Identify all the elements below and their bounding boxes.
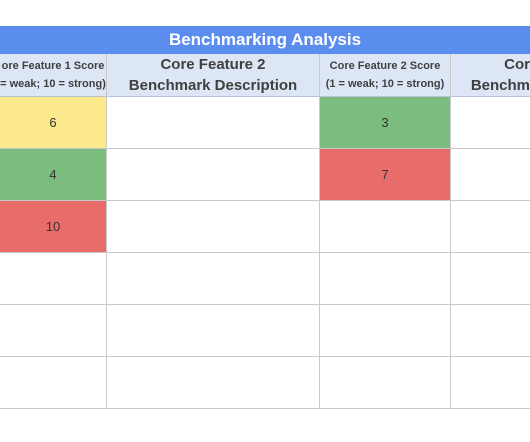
feature-2-description-cell[interactable] — [107, 97, 320, 149]
feature-2-description-cell[interactable] — [107, 253, 320, 305]
feature-1-score-cell[interactable]: 6 — [0, 97, 107, 149]
header-feature-2-score[interactable]: Core Feature 2 Score (1 = weak; 10 = str… — [320, 54, 451, 97]
sheet-title: Benchmarking Analysis — [0, 26, 530, 54]
feature-1-score-cell[interactable] — [0, 357, 107, 409]
feature-2-description-cell[interactable] — [107, 357, 320, 409]
header-line-1: Cor — [504, 56, 530, 73]
header-line-2: = weak; 10 = strong) — [0, 78, 106, 90]
feature-3-description-cell[interactable] — [451, 149, 530, 201]
header-line-1: ore Feature 1 Score — [1, 60, 105, 72]
feature-2-score-cell[interactable]: 7 — [320, 149, 451, 201]
feature-3-description-cell[interactable] — [451, 253, 530, 305]
feature-1-score-cell[interactable] — [0, 305, 107, 357]
feature-1-score-cell[interactable]: 4 — [0, 149, 107, 201]
header-line-2: Benchm — [470, 77, 530, 94]
feature-3-description-cell[interactable] — [451, 97, 530, 149]
header-line-1: Core Feature 2 Score — [329, 60, 441, 72]
header-feature-3-description[interactable]: Cor Benchm — [451, 54, 530, 97]
feature-3-description-cell[interactable] — [451, 357, 530, 409]
feature-2-score-cell[interactable] — [320, 305, 451, 357]
feature-2-description-cell[interactable] — [107, 201, 320, 253]
feature-2-description-cell[interactable] — [107, 305, 320, 357]
feature-3-description-cell[interactable] — [451, 201, 530, 253]
header-line-2: (1 = weak; 10 = strong) — [325, 78, 445, 90]
feature-2-score-cell[interactable] — [320, 201, 451, 253]
feature-1-score-cell[interactable]: 10 — [0, 201, 107, 253]
header-feature-2-description[interactable]: Core Feature 2 Benchmark Description — [107, 54, 320, 97]
benchmark-table: ore Feature 1 Score = weak; 10 = strong)… — [0, 54, 530, 411]
feature-2-score-cell[interactable] — [320, 253, 451, 305]
feature-2-score-cell[interactable]: 3 — [320, 97, 451, 149]
feature-1-score-cell[interactable] — [0, 253, 107, 305]
feature-2-description-cell[interactable] — [107, 149, 320, 201]
header-feature-1-score[interactable]: ore Feature 1 Score = weak; 10 = strong) — [0, 54, 107, 97]
feature-3-description-cell[interactable] — [451, 305, 530, 357]
feature-2-score-cell[interactable] — [320, 357, 451, 409]
header-line-1: Core Feature 2 — [160, 56, 266, 73]
header-line-2: Benchmark Description — [128, 77, 298, 94]
